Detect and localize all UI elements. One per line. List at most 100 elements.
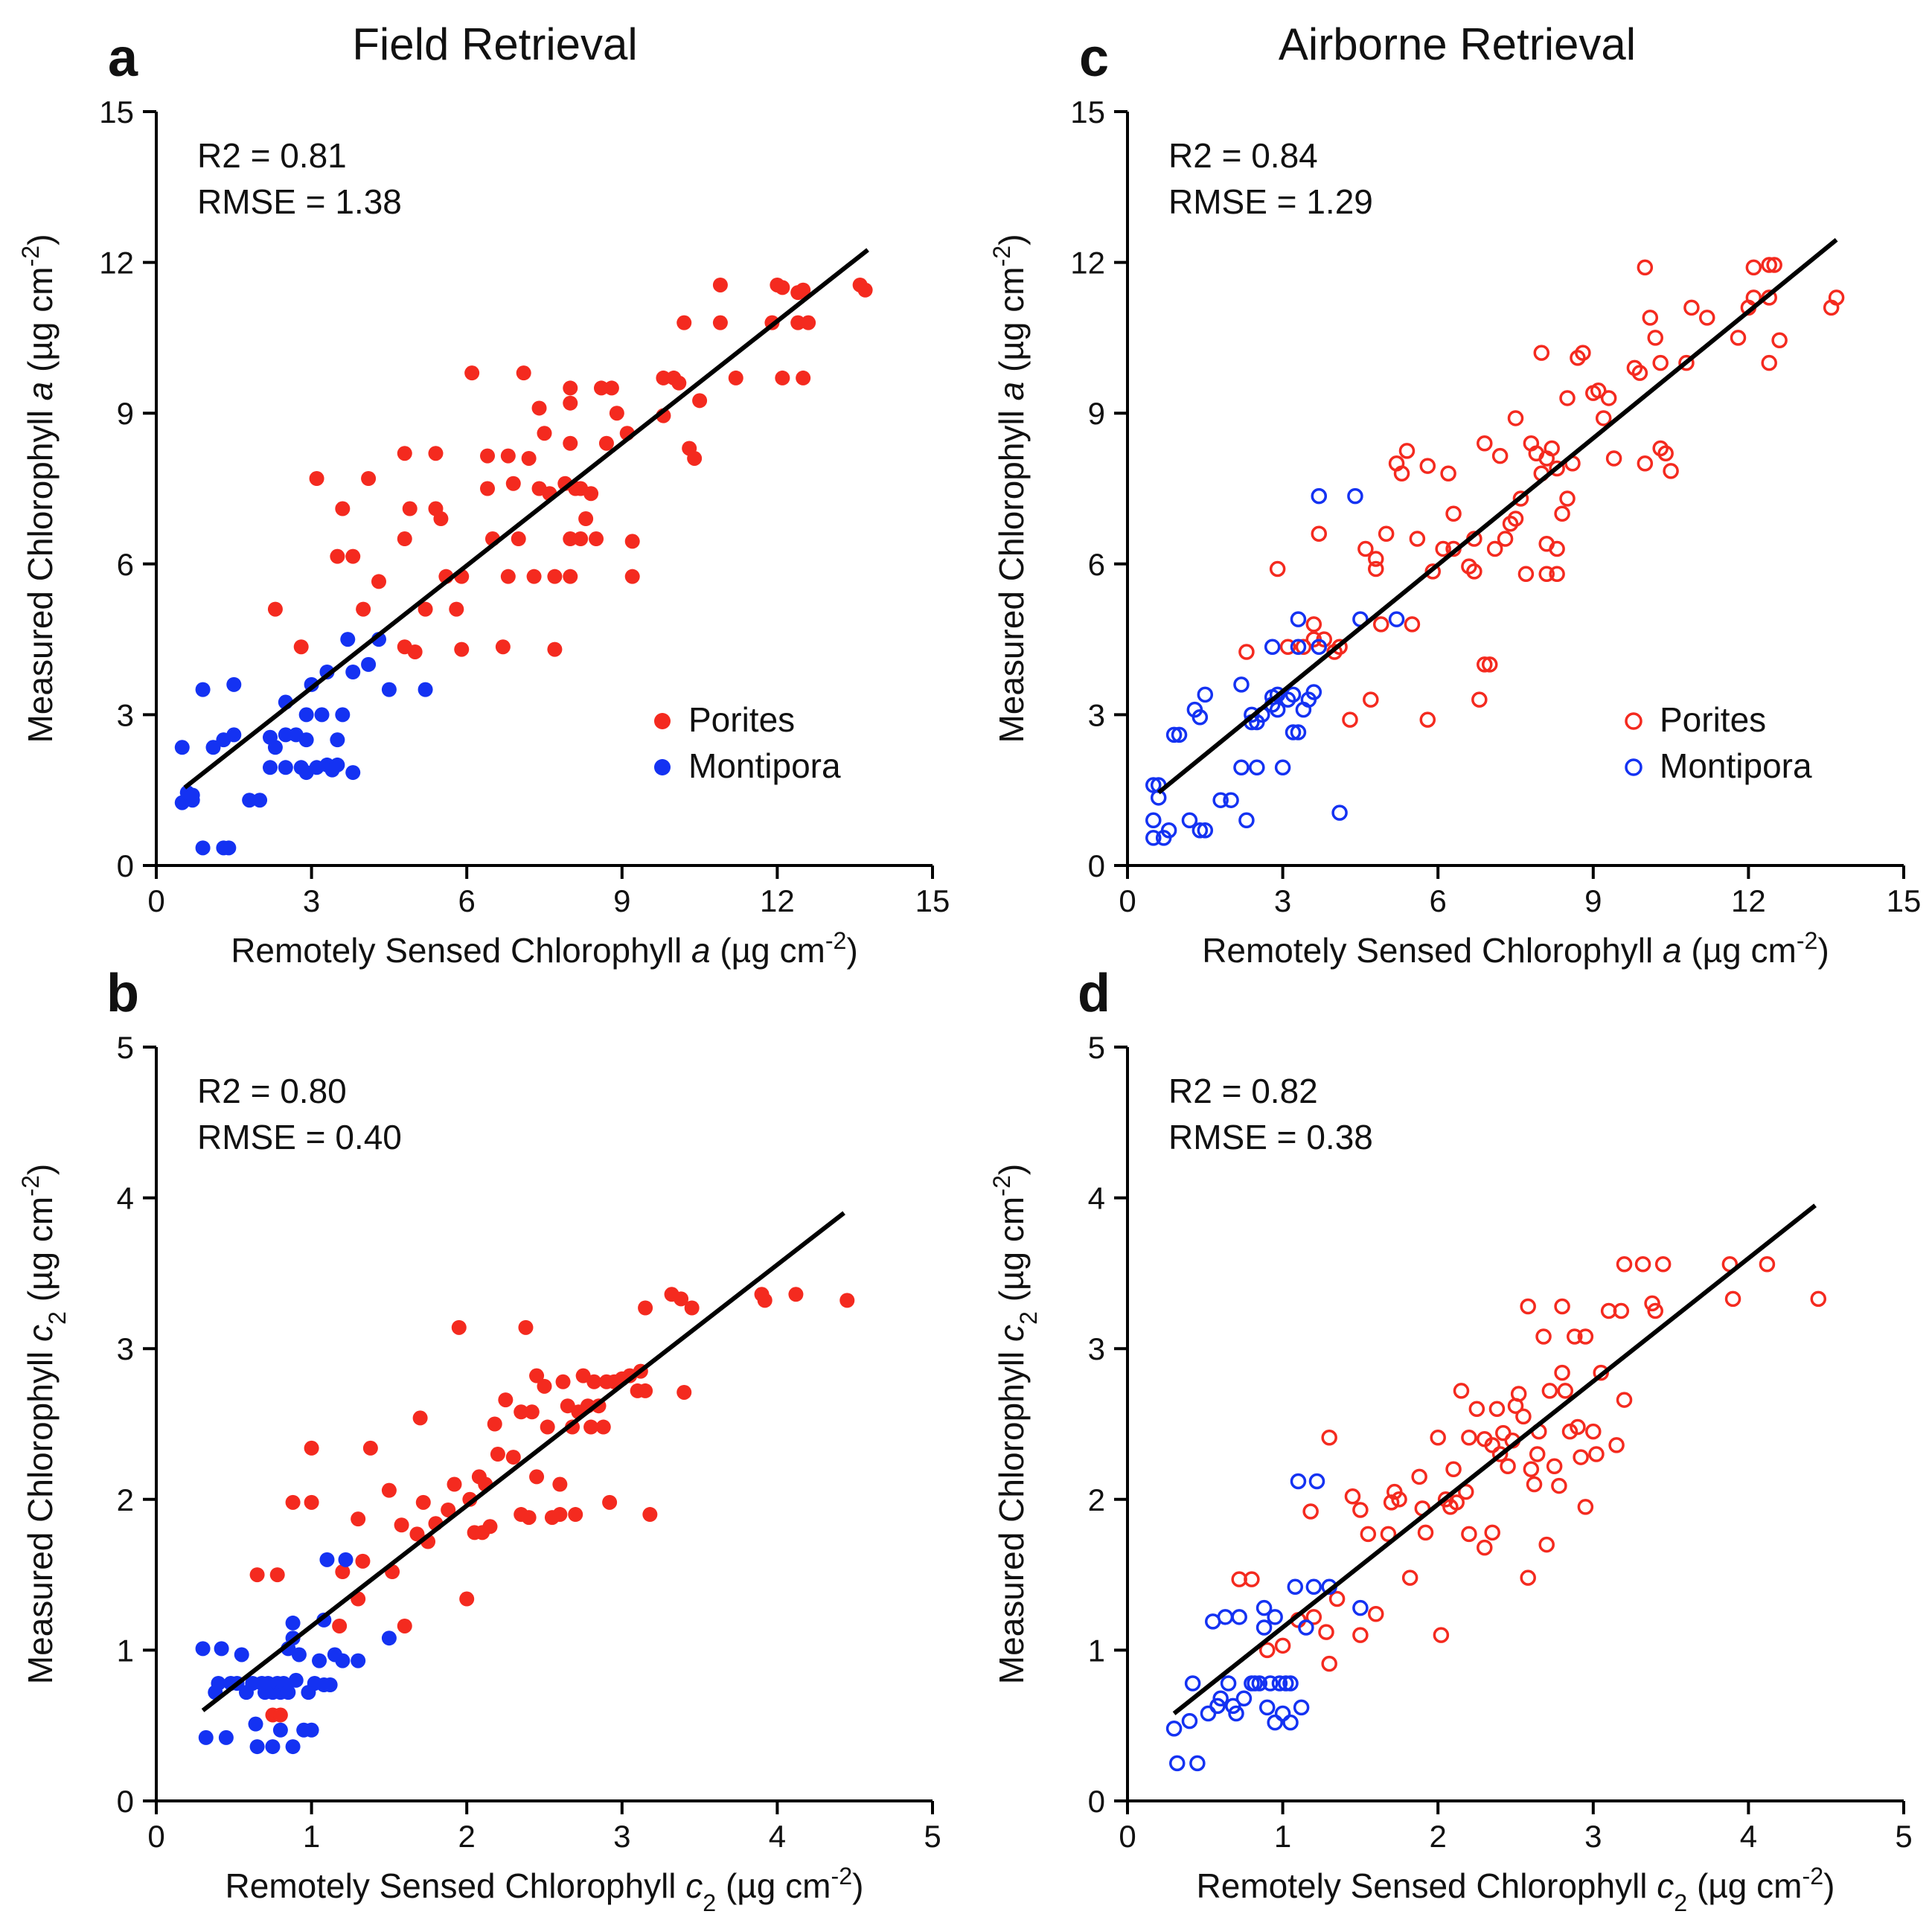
point-porites [1551,1477,1567,1494]
point-porites [712,277,728,292]
point-montipora [249,1739,265,1755]
point-porites [589,531,604,547]
y-tick-label: 15 [1070,95,1105,129]
point-porites [1657,445,1674,461]
point-porites [449,601,464,617]
legend-label-porites: Porites [1660,700,1766,739]
point-porites [624,534,640,549]
x-tick-label: 9 [1584,883,1602,918]
point-porites [1295,639,1312,655]
point-porites [1445,1461,1462,1478]
point-porites [1328,1590,1346,1607]
point-porites [624,569,640,584]
point-porites [1507,410,1524,426]
point-montipora [1282,1714,1299,1731]
x-tick-label: 2 [1430,1819,1447,1854]
point-porites [671,375,687,391]
point-porites [1279,639,1296,655]
point-montipora [262,760,278,775]
point-porites [1305,1609,1322,1625]
point-porites [638,1383,653,1398]
point-porites [1331,639,1348,655]
point-porites [1761,354,1777,371]
point-montipora [226,676,242,692]
point-porites [464,365,480,381]
point-porites [1357,540,1374,557]
point-montipora [1212,1690,1229,1706]
point-porites [1457,1483,1474,1500]
point-montipora [1290,611,1307,627]
r2-stat: R2 = 0.80 [197,1072,347,1110]
point-montipora [1267,1714,1283,1731]
point-porites [518,1319,534,1335]
y-tick-label: 3 [117,1331,134,1366]
point-montipora [1212,792,1229,808]
point-porites [529,1469,545,1485]
point-porites [563,395,578,411]
point-montipora [1181,1712,1198,1729]
point-porites [335,501,351,516]
point-porites [575,1368,591,1383]
point-montipora [1235,1690,1253,1706]
point-porites [1269,560,1286,577]
point-montipora [1352,1599,1369,1616]
point-porites [1759,1255,1776,1273]
point-porites [593,380,609,396]
point-porites [1344,1488,1361,1505]
panel-letter-b: b [106,964,139,1023]
point-porites [537,426,552,441]
point-porites [1433,1627,1450,1643]
point-porites [1488,1401,1506,1417]
x-tick-label: 3 [303,883,320,918]
point-porites [1466,563,1482,580]
point-montipora [1251,1675,1268,1692]
point-porites [356,601,371,617]
point-porites [1311,525,1328,543]
y-tick-label: 0 [117,1784,134,1819]
point-porites [598,435,614,451]
point-porites [451,1319,467,1335]
point-porites [801,315,816,330]
point-porites [1305,616,1322,633]
point-porites [1497,531,1514,547]
point-porites [1477,435,1493,452]
point-montipora [252,793,268,808]
panel-letter-a: a [108,28,138,88]
point-montipora [174,740,190,755]
point-montipora [1271,1675,1288,1692]
point-porites [511,531,526,547]
point-montipora [205,740,221,755]
x-tick-label: 1 [303,1819,320,1854]
point-porites [1445,505,1462,522]
point-montipora [330,732,345,748]
x-tick-label: 0 [147,883,164,918]
r2-stat: R2 = 0.84 [1168,136,1318,175]
point-porites [1605,450,1622,467]
point-porites [537,1378,552,1394]
point-montipora [1278,1675,1294,1692]
x-tick-label: 5 [1895,1819,1912,1854]
point-porites [1491,447,1509,464]
column-title-airborne: Airborne Retrieval [1279,19,1636,69]
point-porites [1613,1302,1630,1319]
point-porites [1554,505,1570,522]
point-porites [1363,691,1379,708]
point-montipora [1274,1705,1291,1722]
series-porites [1231,1255,1827,1672]
point-porites [583,486,599,502]
point-porites [1590,383,1607,399]
point-porites [498,1392,514,1408]
point-porites [412,1410,428,1426]
point-porites [524,1404,540,1420]
point-porites [1383,1494,1400,1511]
point-porites [362,1440,378,1456]
point-montipora [234,1647,249,1663]
point-porites [728,370,743,385]
series-montipora [1165,1473,1369,1772]
point-porites [1517,566,1535,583]
point-porites [371,574,386,589]
y-tick-label: 0 [117,848,134,883]
point-montipora [1331,804,1348,821]
point-montipora [1165,726,1183,743]
